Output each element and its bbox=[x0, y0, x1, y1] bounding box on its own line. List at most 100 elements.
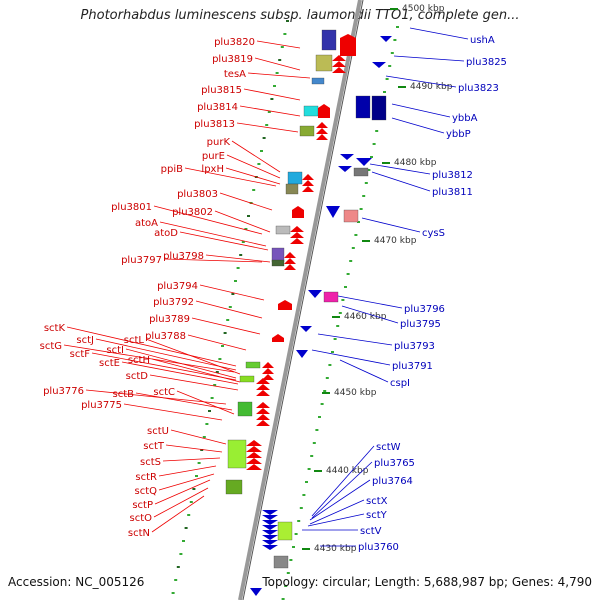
kbp-tick bbox=[302, 548, 310, 550]
gene-box bbox=[227, 439, 247, 469]
left-gene-label: sctS bbox=[140, 457, 161, 468]
kbp-label: 4460 kbp bbox=[344, 312, 387, 322]
left-gene-label: plu3802 bbox=[172, 207, 213, 218]
gene-arrow-forward bbox=[262, 362, 274, 368]
ruler-tick bbox=[223, 332, 227, 334]
gene-arrow-reverse bbox=[262, 535, 278, 540]
left-leader-line bbox=[243, 88, 301, 101]
backbone-shadow bbox=[242, 0, 364, 600]
ruler-tick bbox=[179, 553, 183, 555]
right-leader-line bbox=[311, 445, 375, 517]
ruler-tick bbox=[208, 410, 211, 412]
right-gene-label: cspI bbox=[390, 378, 410, 389]
ruler-tick bbox=[289, 559, 293, 561]
left-gene-label: tesA bbox=[224, 69, 246, 80]
gene-box bbox=[225, 479, 243, 495]
gene-arrow-forward bbox=[292, 206, 304, 218]
ruler-tick bbox=[367, 169, 371, 171]
left-gene-label: plu3792 bbox=[153, 297, 194, 308]
gene-box bbox=[237, 401, 253, 417]
gene-arrow-forward bbox=[256, 378, 270, 384]
right-gene-label: sctW bbox=[376, 442, 401, 453]
left-gene-label: plu3813 bbox=[194, 119, 235, 130]
ruler-tick bbox=[320, 403, 324, 405]
left-gene-label: sctR bbox=[135, 472, 157, 483]
left-leader-line bbox=[231, 140, 281, 173]
left-leader-line bbox=[153, 487, 209, 518]
right-leader-line bbox=[371, 171, 431, 192]
gene-arrow-forward bbox=[316, 128, 328, 134]
left-leader-line bbox=[123, 403, 223, 421]
right-gene-label: plu3760 bbox=[358, 542, 399, 553]
ruler-tick bbox=[393, 39, 397, 41]
left-gene-label: plu3820 bbox=[214, 37, 255, 48]
ruler-tick bbox=[318, 416, 321, 418]
left-leader-line bbox=[219, 192, 273, 211]
gene-arrow-reverse bbox=[338, 166, 352, 172]
gene-arrow-forward bbox=[332, 55, 346, 61]
gene-box bbox=[271, 259, 285, 267]
gene-arrow-reverse bbox=[340, 154, 354, 160]
gene-arrow-forward bbox=[290, 238, 304, 244]
left-leader-line bbox=[236, 122, 299, 133]
ruler-tick bbox=[200, 449, 204, 451]
ruler-tick bbox=[262, 137, 266, 139]
left-gene-label: sctU bbox=[147, 426, 169, 437]
gene-arrow-reverse bbox=[296, 350, 308, 358]
ruler-tick bbox=[344, 286, 347, 288]
gene-box bbox=[275, 225, 291, 235]
left-leader-line bbox=[153, 205, 263, 235]
ruler-tick bbox=[390, 52, 394, 54]
gene-box bbox=[285, 183, 299, 195]
gene-arrow-forward bbox=[262, 368, 274, 374]
gene-arrow-forward bbox=[302, 186, 314, 192]
gene-arrow-forward bbox=[256, 414, 270, 420]
left-gene-label: sctQ bbox=[135, 486, 158, 497]
gene-arrow-forward bbox=[284, 252, 296, 258]
ruler-tick bbox=[312, 442, 316, 444]
left-leader-line bbox=[149, 374, 239, 391]
ruler-tick bbox=[323, 390, 327, 392]
ruler-tick bbox=[310, 455, 314, 457]
left-leader-line bbox=[145, 338, 241, 375]
left-leader-line bbox=[239, 105, 301, 117]
left-gene-label: plu3794 bbox=[157, 281, 198, 292]
ruler-tick bbox=[359, 208, 363, 210]
gene-box bbox=[303, 105, 319, 117]
ruler-tick bbox=[244, 228, 248, 230]
ruler-tick bbox=[364, 182, 368, 184]
ruler-tick bbox=[297, 520, 301, 522]
ruler-tick bbox=[247, 215, 250, 217]
gene-arrow-forward bbox=[316, 134, 328, 140]
kbp-label: 4490 kbp bbox=[410, 82, 453, 92]
gene-box bbox=[239, 375, 255, 383]
left-leader-line bbox=[151, 495, 205, 533]
left-leader-line bbox=[151, 358, 241, 383]
kbp-tick bbox=[362, 240, 370, 242]
left-gene-label: purK bbox=[207, 137, 231, 148]
backbone-line bbox=[238, 0, 362, 600]
gene-arrow-reverse bbox=[372, 62, 386, 68]
ruler-tick bbox=[286, 20, 289, 22]
gene-arrow-forward bbox=[246, 458, 262, 464]
gene-box bbox=[311, 77, 325, 85]
gene-arrow-forward bbox=[256, 390, 270, 396]
left-gene-label: plu3788 bbox=[145, 331, 186, 342]
ruler-tick bbox=[328, 364, 332, 366]
ruler-tick bbox=[396, 26, 399, 28]
left-gene-label: plu3775 bbox=[81, 400, 122, 411]
ruler-tick bbox=[284, 585, 288, 587]
kbp-tick bbox=[390, 8, 398, 10]
ruler-tick bbox=[385, 78, 389, 80]
ruler-tick bbox=[197, 462, 201, 464]
gene-arrow-forward bbox=[246, 464, 262, 470]
gene-arrow-forward bbox=[332, 61, 346, 67]
right-leader-line bbox=[311, 349, 391, 366]
left-gene-label: sctN bbox=[128, 528, 150, 539]
kbp-tick bbox=[398, 86, 406, 88]
left-gene-label: lpxH bbox=[201, 164, 224, 175]
ruler-tick bbox=[241, 241, 245, 243]
left-labels: plu3820 plu3819 tesA plu3815 plu3814 plu3813 p… bbox=[40, 37, 311, 539]
left-leader-line bbox=[187, 334, 247, 351]
left-leader-line bbox=[154, 479, 211, 505]
